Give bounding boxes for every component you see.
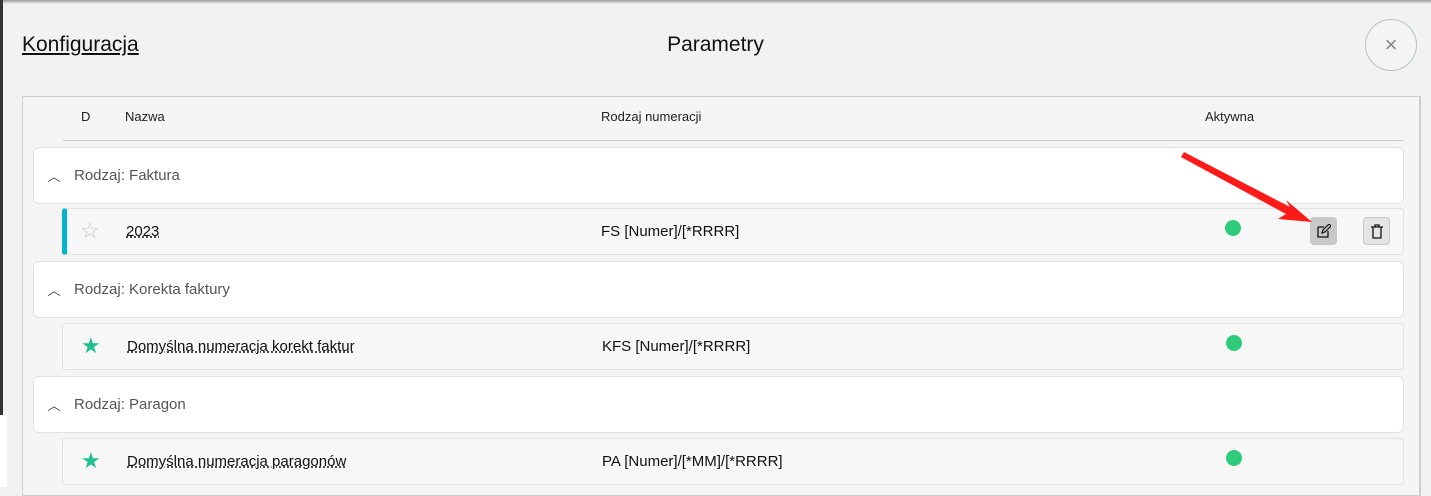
- row-numbering: FS [Numer]/[*RRRR]: [601, 223, 740, 240]
- group-korekta-faktury[interactable]: ︿ Rodzaj: Korekta faktury: [33, 261, 1404, 318]
- parameters-table: D Nazwa Rodzaj numeracji Aktywna ︿ Rodza…: [22, 96, 1421, 496]
- row-numbering: KFS [Numer]/[*RRRR]: [602, 338, 751, 355]
- chevron-up-icon[interactable]: ︿: [47, 283, 61, 298]
- trash-icon: [1370, 223, 1383, 239]
- active-status-dot: [1225, 220, 1241, 236]
- group-label: Rodzaj: Korekta faktury: [74, 281, 230, 298]
- group-label: Rodzaj: Paragon: [74, 396, 186, 413]
- edit-button[interactable]: [1310, 217, 1337, 245]
- row-name-link[interactable]: Domyślna numeracja korekt faktur: [127, 338, 355, 355]
- column-header-d: D: [81, 109, 91, 124]
- page-title: Parametry: [667, 33, 764, 56]
- column-header-name: Nazwa: [125, 109, 165, 124]
- active-status-dot: [1226, 450, 1242, 466]
- table-row[interactable]: ☆ 2023 FS [Numer]/[*RRRR]: [62, 208, 1404, 255]
- star-outline-icon[interactable]: ☆: [80, 218, 100, 243]
- column-header-active: Aktywna: [1205, 109, 1255, 124]
- group-label: Rodzaj: Faktura: [74, 167, 180, 184]
- corner: [0, 415, 7, 487]
- header-divider: [63, 140, 1404, 141]
- group-faktura[interactable]: ︿ Rodzaj: Faktura: [33, 147, 1404, 204]
- close-icon: ×: [1384, 32, 1398, 57]
- row-numbering: PA [Numer]/[*MM]/[*RRRR]: [602, 453, 783, 470]
- active-status-dot: [1226, 335, 1242, 351]
- row-name-link[interactable]: Domyślna numeracja paragonów: [127, 453, 347, 470]
- delete-button[interactable]: [1363, 217, 1390, 245]
- star-filled-icon[interactable]: ★: [81, 333, 101, 358]
- group-paragon[interactable]: ︿ Rodzaj: Paragon: [33, 376, 1404, 433]
- column-header-numbering: Rodzaj numeracji: [601, 109, 702, 124]
- chevron-up-icon[interactable]: ︿: [47, 398, 61, 413]
- star-filled-icon[interactable]: ★: [81, 448, 101, 473]
- edit-icon: [1316, 224, 1331, 238]
- close-button[interactable]: ×: [1365, 19, 1417, 71]
- table-row[interactable]: ★ Domyślna numeracja korekt faktur KFS […: [62, 323, 1404, 370]
- top-shadow: [0, 0, 1431, 4]
- chevron-up-icon[interactable]: ︿: [47, 169, 61, 184]
- row-name-link[interactable]: 2023: [126, 223, 160, 240]
- table-row[interactable]: ★ Domyślna numeracja paragonów PA [Numer…: [62, 438, 1404, 485]
- breadcrumb-konfiguracja[interactable]: Konfiguracja: [22, 33, 139, 56]
- left-border: [0, 0, 3, 415]
